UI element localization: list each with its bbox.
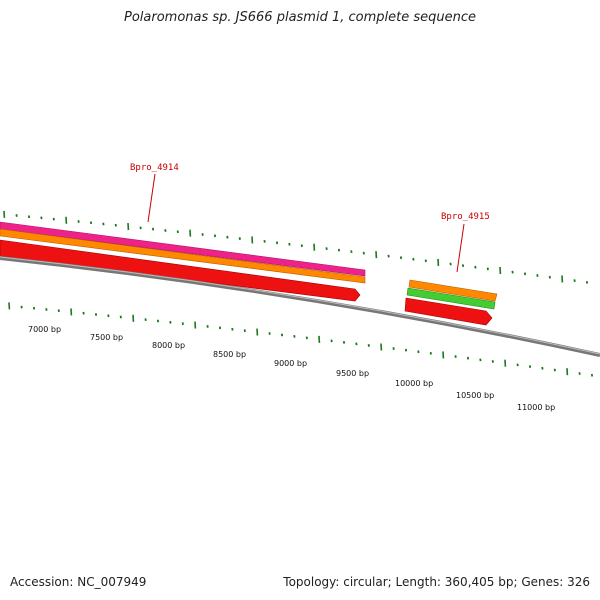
gene-label-bpro-4914: Bpro_4914 bbox=[130, 163, 179, 173]
summary-text: Topology: circular; Length: 360,405 bp; … bbox=[283, 575, 590, 589]
gene-bpro-4914[interactable]: Bpro_4914 bbox=[0, 163, 366, 302]
bp-label-9500: 9500 bp bbox=[336, 369, 369, 378]
plasmid-backbone bbox=[0, 256, 600, 357]
bp-label-10500: 10500 bp bbox=[456, 391, 494, 400]
map-title: Polaromonas sp. JS666 plasmid 1, complet… bbox=[123, 10, 476, 25]
bp-label-7500: 7500 bp bbox=[90, 333, 123, 342]
bp-label-10000: 10000 bp bbox=[395, 379, 433, 388]
bp-label-9000: 9000 bp bbox=[274, 359, 307, 368]
feature-bar-orange[interactable] bbox=[0, 228, 366, 284]
plasmid-backbone-highlight bbox=[0, 256, 600, 355]
bp-label-11000: 11000 bp bbox=[517, 403, 555, 412]
bp-label-7000: 7000 bp bbox=[28, 325, 61, 334]
bp-label-8500: 8500 bp bbox=[213, 350, 246, 359]
gene-bpro-4915[interactable]: Bpro_4915 bbox=[404, 212, 498, 326]
bp-label-8000: 8000 bp bbox=[152, 341, 185, 350]
accession-text: Accession: NC_007949 bbox=[10, 575, 147, 589]
feature-arrow-red[interactable] bbox=[0, 239, 361, 302]
gene-label-leader bbox=[147, 173, 156, 223]
feature-arrow-red-2[interactable] bbox=[404, 297, 493, 326]
gene-label-leader-2 bbox=[456, 223, 465, 273]
feature-bar-pink[interactable] bbox=[0, 221, 366, 277]
feature-bar-orange-2[interactable] bbox=[408, 279, 498, 302]
feature-bar-green[interactable] bbox=[406, 287, 496, 310]
outer-tick-track bbox=[3, 210, 589, 284]
inner-tick-track bbox=[8, 302, 594, 377]
gene-label-bpro-4915: Bpro_4915 bbox=[441, 212, 490, 222]
